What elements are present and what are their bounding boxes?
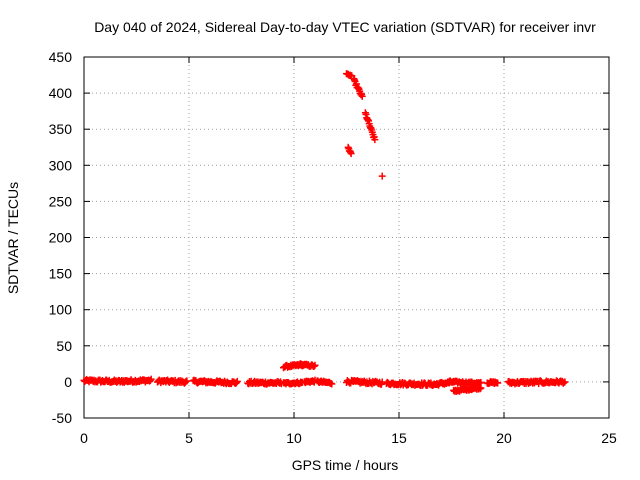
data-point <box>183 377 191 385</box>
x-tick-label: 20 <box>496 430 512 446</box>
axis-ticks: -50 0 50 100 150 200 250 300 350 400 450 0 5 10 15 20 25 <box>49 49 617 446</box>
data-point <box>494 379 502 387</box>
y-axis-label: SDTVAR / TECUs <box>5 182 21 294</box>
data-point <box>561 378 569 386</box>
x-axis-label: GPS time / hours <box>292 457 399 473</box>
data-point <box>477 384 485 392</box>
data-points <box>80 70 569 395</box>
y-tick-label: 400 <box>49 85 73 101</box>
data-point <box>371 136 379 144</box>
chart-title: Day 040 of 2024, Sidereal Day-to-day VTE… <box>94 19 596 35</box>
x-tick-label: 15 <box>391 430 407 446</box>
grid <box>84 57 609 418</box>
x-tick-label: 10 <box>286 430 302 446</box>
y-tick-label: 50 <box>56 338 72 354</box>
data-point <box>147 375 155 383</box>
y-tick-label: 0 <box>64 374 72 390</box>
plot-frame <box>83 56 610 419</box>
data-point <box>311 361 319 369</box>
y-tick-label: 300 <box>49 157 73 173</box>
data-point <box>347 150 355 158</box>
y-tick-label: 200 <box>49 230 73 246</box>
y-tick-label: 100 <box>49 302 73 318</box>
data-point <box>232 379 240 387</box>
data-point <box>146 377 154 385</box>
data-point <box>233 377 241 385</box>
y-tick-label: -50 <box>52 410 72 426</box>
data-point <box>328 380 336 388</box>
y-tick-label: 450 <box>49 49 73 65</box>
x-tick-label: 0 <box>80 430 88 446</box>
x-tick-label: 25 <box>601 430 617 446</box>
y-tick-label: 250 <box>49 193 73 209</box>
data-point <box>476 385 484 393</box>
x-tick-label: 5 <box>185 430 193 446</box>
data-point <box>310 362 318 370</box>
y-tick-label: 150 <box>49 266 73 282</box>
data-point <box>358 92 366 100</box>
y-tick-label: 350 <box>49 121 73 137</box>
data-point <box>378 172 386 180</box>
